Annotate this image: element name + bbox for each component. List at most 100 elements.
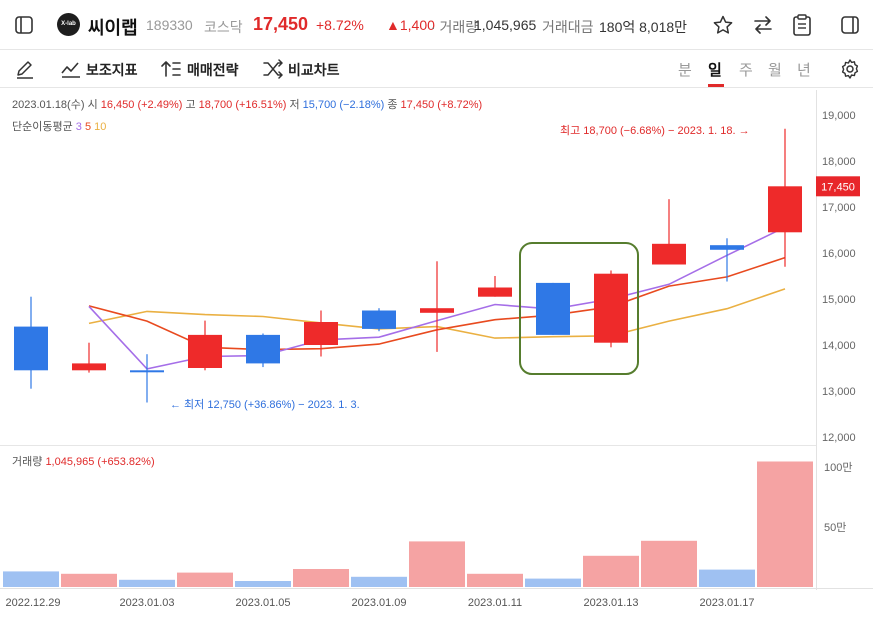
tab-day[interactable]: 일 <box>708 62 722 79</box>
candle-body <box>594 273 628 343</box>
ma10-tag: 10 <box>94 121 107 133</box>
price-tick-label: 12,000 <box>822 432 856 444</box>
compare-icon[interactable] <box>262 59 284 79</box>
price-tick-label: 19,000 <box>822 110 856 122</box>
ohlc-info: 2023.01.18(수) 시 16,450 (+2.49%) 고 18,700… <box>12 96 482 112</box>
star-icon[interactable] <box>712 14 734 36</box>
market-name: 코스닥 <box>204 19 243 35</box>
change-amount: ▲1,400 <box>386 17 435 33</box>
stock-code: 189330 <box>146 17 193 33</box>
open-value: 16,450 (+2.49%) <box>100 99 183 111</box>
highlight-box <box>519 242 639 375</box>
stock-header: X-lab 씨이랩 189330 코스닥 17,450 +8.72% ▲1,40… <box>0 0 873 50</box>
max-price-annotation: 최고 18,700 (−6.68%) − 2023. 1. 18. → <box>560 124 750 137</box>
candle-body <box>14 326 48 371</box>
current-price-tag <box>816 176 860 197</box>
chart-toolbar <box>0 50 873 88</box>
x-tick-label: 2022.12.29 <box>5 597 60 609</box>
volume-bar <box>699 569 755 587</box>
ma-legend-label: 단순이동평균 <box>12 121 73 133</box>
price-tick-label: 16,000 <box>822 248 856 260</box>
x-tick-label: 2023.01.05 <box>235 597 290 609</box>
gear-icon[interactable] <box>839 58 861 80</box>
high-label: 고 <box>185 99 196 111</box>
open-label: 시 <box>87 99 98 111</box>
candle-body <box>188 334 222 368</box>
volume-bar <box>757 461 813 587</box>
price-axis-line <box>816 90 817 590</box>
candle-body <box>362 310 396 329</box>
volume-bar <box>119 579 175 587</box>
close-label: 종 <box>387 99 398 111</box>
tab-month[interactable]: 월 <box>768 62 782 79</box>
info-date: 2023.01.18(수) <box>12 99 85 111</box>
current-price-tag-label: 17,450 <box>821 181 855 193</box>
stock-name: 씨이랩 <box>88 18 138 38</box>
ma-legend: 단순이동평균 3 5 10 <box>12 118 106 134</box>
candle-body <box>478 287 512 297</box>
active-tab-indicator <box>708 84 724 87</box>
indicator-button[interactable]: 보조지표 <box>86 62 138 78</box>
ma3-tag: 3 <box>75 121 82 133</box>
pencil-icon[interactable] <box>14 58 36 80</box>
tab-week[interactable]: 주 <box>739 62 753 79</box>
volume-bar <box>525 578 581 587</box>
candle-body <box>72 363 106 371</box>
volume-legend-value: 1,045,965 (+653.82%) <box>45 456 155 468</box>
compare-button[interactable]: 비교차트 <box>288 62 340 78</box>
tab-minute[interactable]: 분 <box>678 62 692 79</box>
x-tick-label: 2023.01.13 <box>583 597 638 609</box>
volume-legend-label: 거래량 <box>12 456 43 468</box>
x-axis-line <box>0 588 873 589</box>
pane-divider <box>0 445 816 446</box>
volume-bar <box>467 573 523 587</box>
tab-year[interactable]: 년 <box>797 62 811 79</box>
volume-bar <box>3 571 59 587</box>
volume-bar <box>61 573 117 587</box>
price-tick-label: 18,000 <box>822 156 856 168</box>
price-tick-label: 13,000 <box>822 386 856 398</box>
price-tick-label: 17,000 <box>822 202 856 214</box>
x-tick-label: 2023.01.17 <box>699 597 754 609</box>
indicator-icon[interactable] <box>60 59 82 79</box>
volume-label: · 거래량 <box>431 19 479 35</box>
strategy-icon[interactable] <box>160 59 182 79</box>
candle-body <box>304 322 338 345</box>
price-tick-label: 15,000 <box>822 294 856 306</box>
price-tick-label: 14,000 <box>822 340 856 352</box>
amount-label: 거래대금 <box>542 19 594 35</box>
close-value: 17,450 (+8.72%) <box>400 99 483 111</box>
x-tick-label: 2023.01.11 <box>468 597 522 609</box>
candle-body <box>768 186 802 233</box>
candle-body <box>652 243 686 265</box>
x-tick-label: 2023.01.09 <box>351 597 406 609</box>
ma5-tag: 5 <box>84 121 92 133</box>
volume-bar <box>177 572 233 587</box>
amount-value: 180억 8,018만 <box>599 19 688 35</box>
min-price-annotation: ← 최저 12,750 (+36.86%) − 2023. 1. 3. <box>170 398 360 411</box>
volume-bar <box>235 581 291 587</box>
volume-bar <box>583 555 639 587</box>
volume-bar <box>409 541 465 587</box>
sidebar-toggle-icon[interactable] <box>14 15 34 35</box>
low-label: 저 <box>289 99 300 111</box>
high-value: 18,700 (+16.51%) <box>198 99 287 111</box>
volume-value: 1,045,965 <box>474 17 537 33</box>
candle-body <box>130 370 164 373</box>
x-tick-label: 2023.01.03 <box>119 597 174 609</box>
volume-bar <box>351 576 407 587</box>
panel-toggle-icon[interactable] <box>840 15 860 35</box>
candle-body <box>420 308 454 313</box>
candle-body <box>536 282 570 335</box>
low-value: 15,700 (−2.18%) <box>302 99 385 111</box>
swap-arrows-icon[interactable] <box>752 15 774 35</box>
company-logo: X-lab <box>57 13 80 36</box>
candle-body <box>246 334 280 364</box>
strategy-button[interactable]: 매매전략 <box>187 62 239 78</box>
volume-tick-label: 50만 <box>824 521 846 534</box>
candle-body <box>710 245 744 250</box>
current-price: 17,450 <box>253 14 309 34</box>
volume-bar <box>641 540 697 587</box>
clipboard-icon[interactable] <box>792 13 812 37</box>
